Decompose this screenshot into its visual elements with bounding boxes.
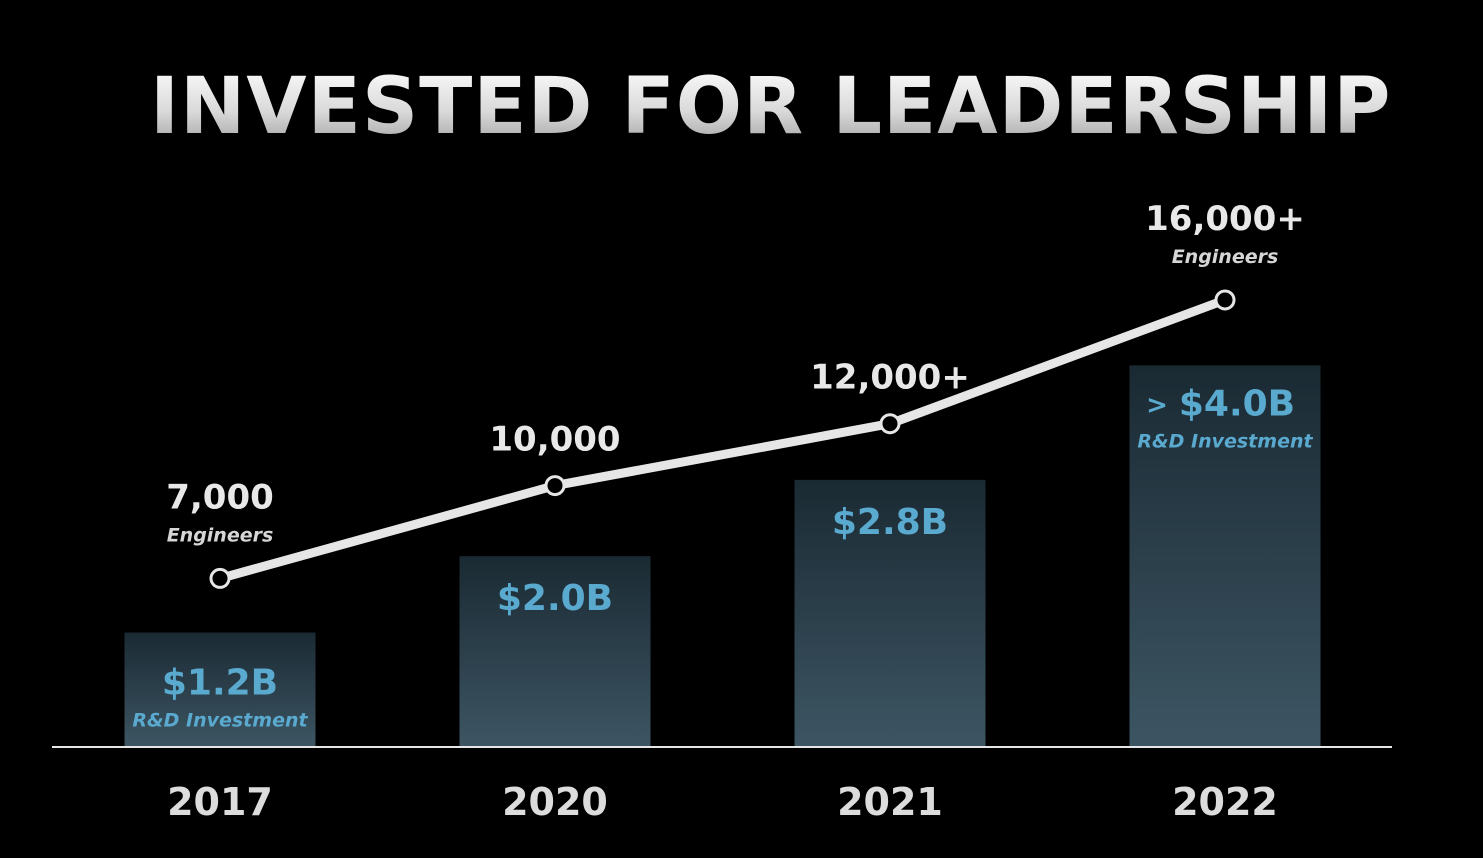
x-tick-label: 2017 — [167, 780, 273, 824]
bar-2021 — [794, 479, 986, 747]
engineers-value-label: 10,000 — [489, 420, 620, 460]
engineers-point — [544, 475, 566, 497]
bar-2017 — [124, 632, 316, 747]
engineers-value-label: 16,000+ — [1145, 199, 1305, 239]
bar-sub-label: R&D Investment — [1137, 430, 1313, 452]
label-group: $1.2B R&D Investment 2017 $2.0B 2020 $2.8B 202… — [132, 199, 1313, 824]
bar-value-prefix: > — [1146, 390, 1168, 420]
x-tick-label: 2022 — [1172, 780, 1278, 824]
x-tick-label: 2020 — [502, 780, 608, 824]
bar-value-label: $2.8B — [832, 502, 948, 543]
engineers-value-label: 12,000+ — [810, 358, 970, 398]
bar-2022 — [1129, 365, 1321, 747]
bar-group — [124, 365, 1321, 747]
x-tick-label: 2021 — [837, 780, 943, 824]
bar-value-label: $4.0B — [1179, 383, 1295, 424]
chart-title: INVESTED FOR LEADERSHIP — [150, 62, 1392, 152]
engineers-point — [209, 567, 231, 589]
bar-2020 — [459, 556, 651, 747]
bar-value-label: $2.0B — [497, 578, 613, 619]
engineers-value-label: 7,000 — [166, 477, 274, 517]
engineers-line — [215, 295, 1230, 583]
bar-sub-label: R&D Investment — [132, 710, 308, 732]
bar-value-label: $1.2B — [162, 663, 278, 704]
engineers-sub-label: Engineers — [1172, 246, 1279, 268]
engineers-line-group — [209, 289, 1236, 589]
engineers-point — [879, 413, 901, 435]
engineers-sub-label: Engineers — [167, 524, 274, 546]
engineers-point — [1214, 289, 1236, 311]
